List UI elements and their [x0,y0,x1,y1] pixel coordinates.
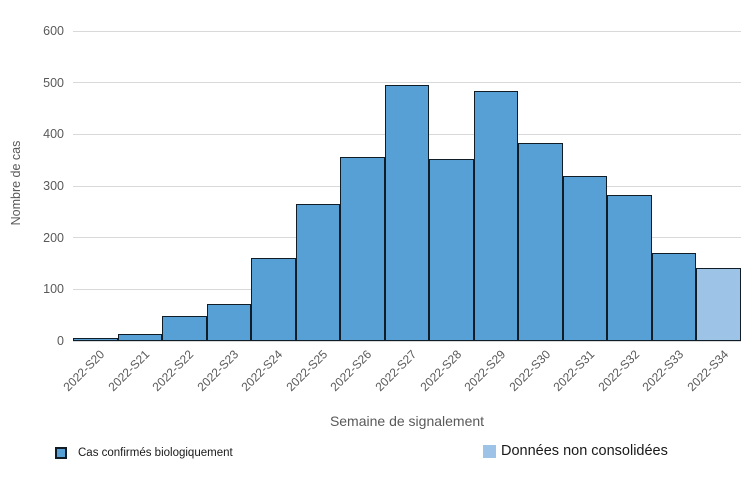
bar-2022-S27 [384,85,430,341]
y-tick-label: 600 [43,24,64,38]
plot-area [73,30,741,342]
bar-2022-S31 [562,176,608,341]
y-tick-label: 100 [43,282,64,297]
legend-label-confirmed: Cas confirmés biologiquement [78,447,233,459]
bar-2022-S26 [340,156,385,341]
bar-2022-S25 [295,204,341,341]
bar-2022-S22 [162,316,207,341]
bar-2022-S32 [607,194,652,341]
y-tick-label: 500 [43,75,64,90]
x-axis-title: Semaine de signalement [329,413,485,429]
legend-swatch-provisional-icon [483,444,496,458]
y-tick-label: 400 [43,127,64,142]
y-axis-title: Nombre de cas [9,140,23,226]
bar-2022-S24 [251,258,296,341]
y-tick-label: 300 [43,179,64,193]
gridline [73,82,741,84]
bar-2022-S34 [696,267,741,341]
bar-2022-S21 [117,333,163,341]
legend-item-provisional: Données non consolidées [483,443,668,459]
bar-2022-S29 [473,90,519,341]
legend-swatch-confirmed-icon [55,447,67,459]
bar-2022-S20 [73,338,118,341]
legend-label-provisional: Données non consolidées [501,443,668,459]
bar-2022-S30 [518,143,563,341]
bar-2022-S33 [651,252,697,341]
y-tick-label: 200 [43,230,64,245]
legend-item-confirmed: Cas confirmés biologiquement [55,447,233,459]
bar-2022-S28 [429,159,474,341]
gridline [73,340,741,342]
bar-2022-S23 [206,304,252,341]
y-tick-label: 0 [57,334,64,348]
gridline [73,30,741,32]
